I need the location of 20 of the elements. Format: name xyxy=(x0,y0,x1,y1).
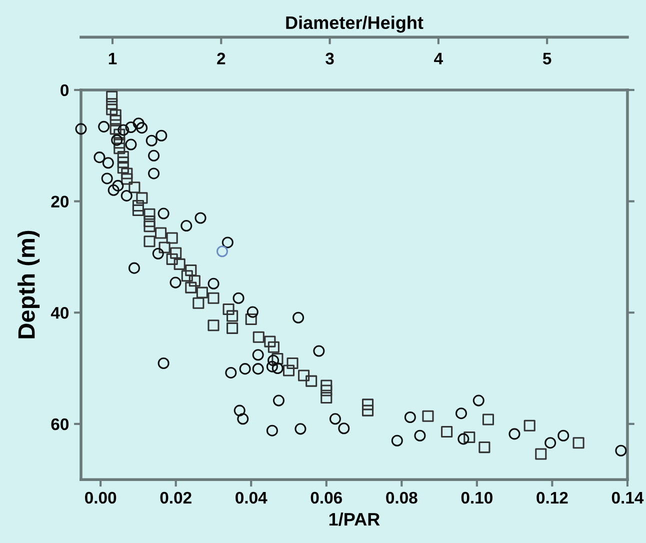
y-tick-label: 40 xyxy=(50,307,69,319)
y-tick-label: 0 xyxy=(60,84,69,96)
x2-tick-label: 5 xyxy=(542,52,552,64)
x2-axis-title: Diameter/Height xyxy=(286,16,424,33)
x2-tick-label: 3 xyxy=(326,52,334,64)
x-tick-label: 0.06 xyxy=(310,492,342,504)
x2-tick-label: 2 xyxy=(217,52,226,64)
x-tick-label: 0.14 xyxy=(612,492,644,504)
x-tick-label: 0.00 xyxy=(85,492,116,504)
x-tick-label: 0.08 xyxy=(386,492,418,504)
x-tick-label: 0.10 xyxy=(461,492,492,504)
x-axis-title: 1/PAR xyxy=(329,512,380,526)
y-axis-title: Depth (m) xyxy=(18,230,40,338)
y-tick-label: 60 xyxy=(51,418,69,430)
x2-tick-label: 4 xyxy=(434,52,443,64)
x2-tick-label: 1 xyxy=(108,52,117,64)
x-tick-label: 0.02 xyxy=(160,492,192,504)
x-tick-label: 0.04 xyxy=(236,492,268,504)
x-tick-label: 0.12 xyxy=(536,492,568,504)
y-tick-label: 20 xyxy=(51,196,69,208)
